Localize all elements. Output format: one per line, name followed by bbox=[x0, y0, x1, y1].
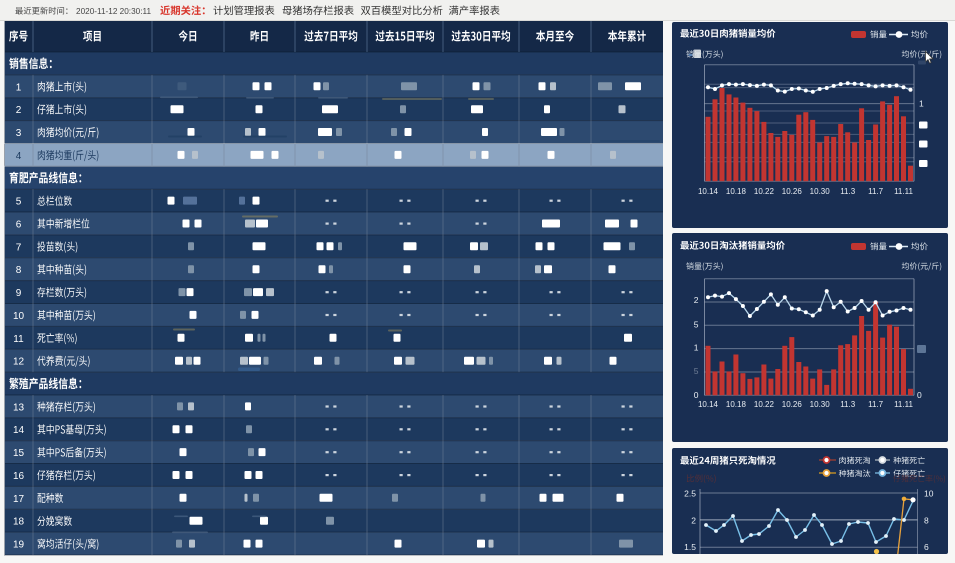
svg-text:6: 6 bbox=[16, 219, 22, 230]
svg-text:11.3: 11.3 bbox=[840, 400, 856, 409]
svg-text:19: 19 bbox=[13, 540, 25, 551]
svg-text:11.7: 11.7 bbox=[868, 400, 884, 409]
svg-text:18: 18 bbox=[13, 517, 25, 528]
svg-text:0: 0 bbox=[694, 390, 699, 400]
svg-text:15: 15 bbox=[13, 448, 25, 459]
svg-text:8: 8 bbox=[924, 516, 929, 526]
svg-text:16: 16 bbox=[13, 471, 25, 482]
svg-text:7: 7 bbox=[16, 242, 22, 253]
svg-text:10.26: 10.26 bbox=[782, 187, 803, 196]
svg-text:11.11: 11.11 bbox=[894, 187, 913, 196]
svg-text:1.5: 1.5 bbox=[684, 542, 696, 552]
svg-text:11.7: 11.7 bbox=[868, 187, 884, 196]
svg-text:9: 9 bbox=[16, 288, 22, 299]
svg-text:10.22: 10.22 bbox=[754, 187, 775, 196]
svg-text:5: 5 bbox=[16, 197, 22, 208]
svg-text:10: 10 bbox=[924, 489, 934, 499]
svg-text:5: 5 bbox=[694, 366, 699, 376]
svg-text:10.26: 10.26 bbox=[782, 400, 803, 409]
svg-text:2: 2 bbox=[16, 105, 22, 116]
svg-text:13: 13 bbox=[13, 402, 25, 413]
svg-text:6: 6 bbox=[924, 542, 929, 552]
svg-text:17: 17 bbox=[13, 494, 25, 505]
svg-text:10.30: 10.30 bbox=[810, 187, 831, 196]
svg-text:10.18: 10.18 bbox=[726, 187, 747, 196]
svg-text:1: 1 bbox=[694, 343, 699, 353]
svg-text:4: 4 bbox=[16, 151, 22, 162]
svg-text:10.14: 10.14 bbox=[698, 187, 719, 196]
svg-text:10.18: 10.18 bbox=[726, 400, 747, 409]
svg-text:2: 2 bbox=[694, 295, 699, 305]
svg-text:10.30: 10.30 bbox=[810, 400, 831, 409]
svg-text:11.11: 11.11 bbox=[894, 400, 913, 409]
svg-text:3: 3 bbox=[16, 128, 22, 139]
svg-text:10.22: 10.22 bbox=[754, 400, 775, 409]
svg-text:14: 14 bbox=[13, 425, 25, 436]
svg-text:8: 8 bbox=[16, 265, 22, 276]
svg-text:5: 5 bbox=[694, 320, 699, 330]
svg-text:12: 12 bbox=[13, 357, 25, 368]
svg-text:11.3: 11.3 bbox=[840, 187, 856, 196]
svg-text:2020-11-12 20:30:11: 2020-11-12 20:30:11 bbox=[76, 7, 151, 16]
svg-text:10: 10 bbox=[13, 311, 25, 322]
svg-text:11: 11 bbox=[13, 334, 24, 345]
svg-text:1: 1 bbox=[919, 99, 924, 109]
svg-text:10.14: 10.14 bbox=[698, 400, 719, 409]
svg-text:2: 2 bbox=[691, 516, 696, 526]
svg-text:1: 1 bbox=[16, 82, 22, 93]
svg-text:0: 0 bbox=[917, 390, 922, 400]
svg-text:2.5: 2.5 bbox=[684, 489, 696, 499]
